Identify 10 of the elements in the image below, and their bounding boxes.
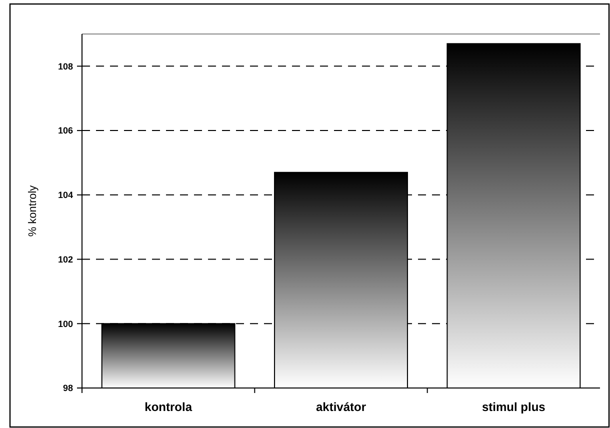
x-tick-label: kontrola [144,400,192,414]
y-tick-label: 102 [58,254,73,264]
y-tick-label: 108 [58,61,73,72]
y-tick-label: 104 [58,190,73,200]
x-tick-label: aktivátor [316,400,366,414]
y-axis-title: % kontroly [27,184,39,237]
y-tick-label: 106 [58,126,73,136]
x-tick-label: stimul plus [482,400,546,414]
y-tick-label: 100 [58,318,73,329]
y-tick-label: 98 [62,383,73,394]
